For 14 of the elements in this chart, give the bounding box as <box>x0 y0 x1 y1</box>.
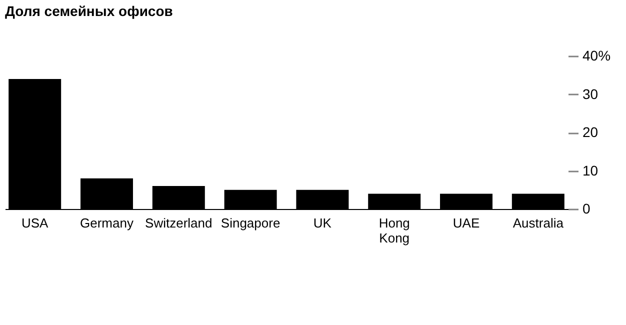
x-tick-label: Australia <box>512 216 564 230</box>
x-tick-label: Switzerland <box>145 216 212 230</box>
y-tick-label: 20 <box>582 124 598 140</box>
chart-title: Доля семейных офисов <box>5 3 174 19</box>
x-tick-label: Germany <box>80 216 134 230</box>
y-tick-label: 30 <box>582 86 598 102</box>
x-tick-label: UAE <box>452 216 480 230</box>
y-tick-label: 10 <box>582 162 598 178</box>
x-tick-label: USA <box>21 216 49 230</box>
x-tick-label: UK <box>313 216 332 230</box>
x-tick-label: Singapore <box>220 216 280 230</box>
y-tick-label: 40% <box>582 48 611 64</box>
x-tick-label: Hong Kong <box>378 216 410 246</box>
y-tick-label: 0 <box>582 200 590 216</box>
